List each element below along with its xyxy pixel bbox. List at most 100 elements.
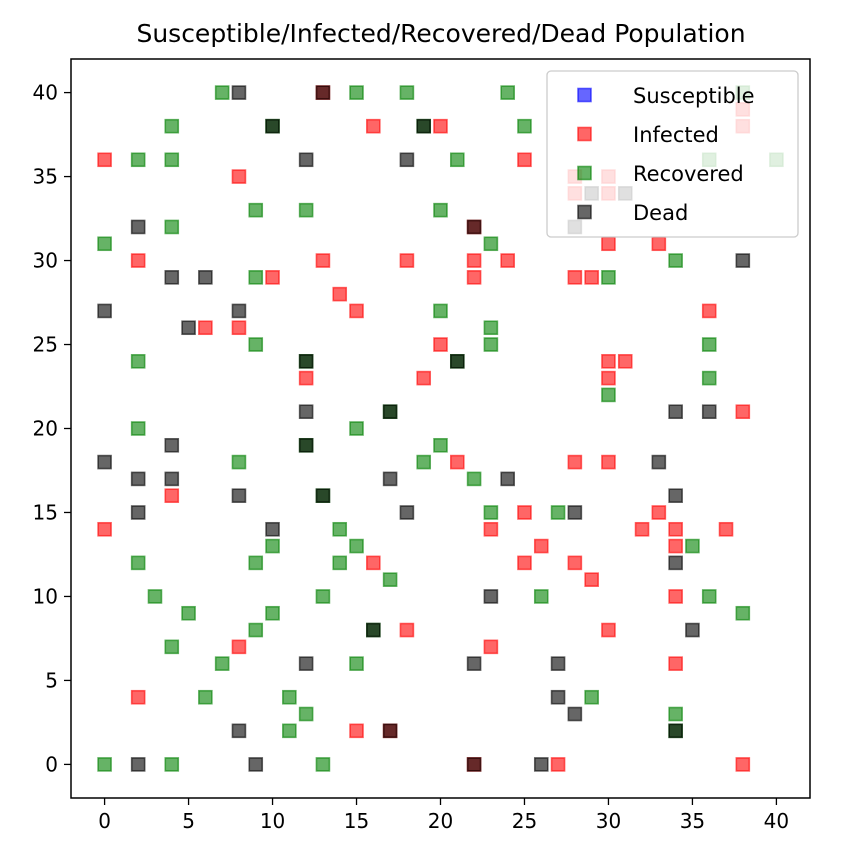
marker-infected-48 (601, 622, 616, 638)
marker-recovered-59 (248, 622, 264, 638)
y-tick-label-5: 5 (45, 668, 58, 692)
marker-dead-51 (248, 757, 264, 772)
marker-infected-14 (500, 253, 515, 268)
marker-dead-27 (164, 471, 180, 487)
marker-infected-9 (265, 270, 280, 285)
marker-recovered-63 (349, 656, 364, 671)
marker-dead-41 (685, 622, 700, 638)
marker-recovered-54 (533, 589, 549, 604)
marker-recovered-25 (483, 337, 499, 352)
marker-infected-41 (366, 555, 381, 571)
marker-dead-52 (533, 757, 549, 772)
marker-recovered-71 (97, 757, 112, 772)
marker-infected-32 (164, 488, 180, 503)
marker-infected-31 (601, 454, 616, 470)
marker-dead-33 (668, 488, 683, 503)
marker-recovered-5 (164, 118, 180, 134)
marker-recovered-32 (601, 387, 616, 403)
marker-dead-47 (231, 723, 247, 739)
marker-dead-20 (382, 404, 398, 420)
marker-infected-50 (483, 639, 499, 655)
marker-infected-13 (466, 270, 482, 285)
marker-recovered-72 (164, 757, 180, 772)
marker-dead-26 (130, 471, 146, 487)
marker-recovered-67 (298, 706, 314, 722)
marker-infected-7 (651, 236, 667, 252)
marker-dead-17 (298, 354, 314, 369)
marker-recovered-0 (214, 85, 230, 100)
marker-dead-9 (466, 219, 482, 235)
marker-infected-11 (399, 253, 415, 268)
marker-infected-20 (231, 320, 247, 336)
marker-recovered-21 (601, 270, 616, 285)
marker-recovered-39 (416, 454, 432, 470)
marker-infected-10 (315, 253, 331, 268)
marker-infected-27 (617, 354, 633, 369)
marker-infected-4 (517, 152, 532, 168)
marker-infected-25 (601, 354, 616, 369)
marker-infected-55 (550, 757, 566, 772)
marker-dead-23 (164, 437, 180, 453)
marker-recovered-64 (198, 689, 213, 705)
marker-dead-36 (567, 505, 583, 520)
marker-infected-18 (349, 303, 364, 319)
marker-recovered-48 (130, 555, 146, 571)
marker-infected-33 (97, 521, 112, 537)
marker-recovered-55 (701, 589, 717, 604)
marker-dead-8 (130, 219, 146, 235)
x-tick-label-5: 5 (182, 809, 195, 833)
legend-box (546, 70, 799, 238)
marker-dead-11 (164, 270, 180, 285)
marker-infected-19 (198, 320, 213, 336)
legend-marker-recovered (577, 165, 592, 181)
marker-recovered-47 (685, 538, 700, 554)
marker-infected-53 (349, 723, 364, 739)
marker-recovered-37 (433, 437, 448, 453)
marker-infected-44 (567, 555, 583, 571)
marker-infected-6 (601, 236, 616, 252)
marker-infected-35 (517, 505, 532, 520)
marker-infected-45 (584, 572, 599, 587)
marker-infected-39 (668, 538, 683, 554)
marker-recovered-15 (298, 202, 314, 218)
marker-dead-25 (97, 454, 112, 470)
marker-recovered-43 (550, 505, 566, 520)
legend-marker-dead (577, 204, 592, 220)
legend-label-dead: Dead (633, 201, 688, 225)
x-tick-label-35: 35 (680, 809, 705, 833)
marker-infected-36 (634, 521, 650, 537)
marker-infected-38 (668, 521, 683, 537)
y-tick-label-10: 10 (33, 584, 58, 608)
marker-infected-1 (231, 169, 247, 184)
marker-recovered-53 (315, 589, 331, 604)
marker-dead-0 (231, 85, 247, 100)
marker-dead-44 (550, 656, 566, 671)
marker-dead-28 (382, 471, 398, 487)
x-tick-label-0: 0 (98, 809, 111, 833)
marker-dead-15 (231, 303, 247, 319)
marker-dead-42 (298, 656, 314, 671)
marker-dead-2 (265, 118, 280, 134)
marker-recovered-38 (231, 454, 247, 470)
x-tick-label-25: 25 (512, 809, 537, 833)
marker-recovered-17 (164, 219, 180, 235)
marker-recovered-52 (147, 589, 163, 604)
marker-dead-39 (483, 589, 499, 604)
marker-recovered-11 (449, 152, 465, 168)
marker-recovered-51 (382, 572, 398, 587)
marker-recovered-66 (584, 689, 599, 705)
y-tick-label-20: 20 (33, 417, 58, 441)
marker-infected-8 (130, 253, 146, 268)
marker-dead-35 (399, 505, 415, 520)
marker-dead-3 (416, 118, 432, 134)
marker-infected-52 (130, 689, 146, 705)
marker-dead-49 (668, 723, 683, 739)
marker-infected-47 (399, 622, 415, 638)
marker-infected-43 (517, 555, 532, 571)
marker-infected-30 (567, 454, 583, 470)
marker-dead-22 (701, 404, 717, 420)
marker-recovered-50 (332, 555, 348, 571)
marker-recovered-2 (399, 85, 415, 100)
x-tick-label-15: 15 (344, 809, 369, 833)
marker-dead-13 (735, 253, 751, 268)
